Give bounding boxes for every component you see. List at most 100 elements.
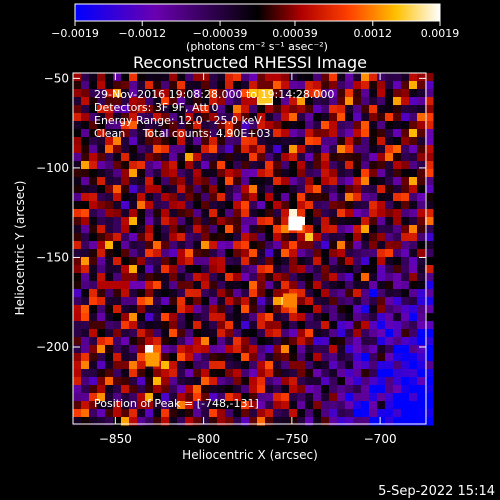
heatmap-cell bbox=[353, 409, 362, 418]
heatmap-cell bbox=[217, 105, 226, 114]
heatmap-cell bbox=[297, 377, 306, 386]
heatmap-cell bbox=[193, 401, 202, 410]
heatmap-cell bbox=[393, 233, 402, 242]
heatmap-cell bbox=[209, 417, 218, 426]
heatmap-cell bbox=[241, 161, 250, 170]
heatmap-cell bbox=[153, 209, 162, 218]
heatmap-cell bbox=[97, 329, 106, 338]
heatmap-cell bbox=[377, 305, 386, 314]
heatmap-cell bbox=[81, 209, 90, 218]
heatmap-cell bbox=[225, 81, 234, 90]
heatmap-cell bbox=[297, 233, 306, 242]
heatmap-cell bbox=[337, 105, 346, 114]
heatmap-cell bbox=[201, 89, 210, 98]
heatmap-cell bbox=[369, 353, 378, 362]
heatmap-cell bbox=[161, 73, 170, 82]
heatmap-cell bbox=[169, 385, 178, 394]
heatmap-cell bbox=[393, 369, 402, 378]
heatmap-cell bbox=[137, 129, 146, 138]
heatmap-cell bbox=[145, 297, 154, 306]
heatmap-cell bbox=[185, 281, 194, 290]
heatmap-cell bbox=[289, 305, 298, 314]
heatmap-cell bbox=[145, 369, 154, 378]
heatmap-cell bbox=[353, 201, 362, 210]
heatmap-cell bbox=[257, 113, 266, 122]
heatmap-cell bbox=[369, 177, 378, 186]
heatmap-cell bbox=[233, 345, 242, 354]
heatmap-cell bbox=[137, 201, 146, 210]
heatmap-cell bbox=[209, 73, 218, 82]
heatmap-cell bbox=[73, 329, 82, 338]
heatmap-cell bbox=[393, 289, 402, 298]
heatmap-cell bbox=[113, 257, 122, 266]
heatmap-cell bbox=[233, 105, 242, 114]
heatmap-cell bbox=[289, 161, 298, 170]
heatmap-cell bbox=[185, 249, 194, 258]
heatmap-cell bbox=[97, 361, 106, 370]
heatmap-cell bbox=[81, 289, 90, 298]
heatmap-cell bbox=[89, 169, 98, 178]
heatmap-cell bbox=[233, 385, 242, 394]
heatmap-cell bbox=[105, 345, 114, 354]
heatmap-cell bbox=[385, 153, 394, 162]
heatmap-cell bbox=[193, 377, 202, 386]
heatmap-cell bbox=[305, 289, 314, 298]
heatmap-cell bbox=[329, 401, 338, 410]
heatmap-cell bbox=[345, 129, 354, 138]
heatmap-cell bbox=[361, 409, 370, 418]
heatmap-cell bbox=[393, 321, 402, 330]
heatmap-cell bbox=[393, 297, 402, 306]
heatmap-cell bbox=[177, 297, 186, 306]
heatmap-cell bbox=[401, 385, 410, 394]
heatmap-cell bbox=[361, 169, 370, 178]
heatmap-cell bbox=[177, 249, 186, 258]
heatmap-cell bbox=[241, 417, 250, 426]
heatmap-cell bbox=[265, 137, 274, 146]
heatmap-cell bbox=[177, 417, 186, 426]
heatmap-cell bbox=[193, 305, 202, 314]
heatmap-cell bbox=[129, 185, 138, 194]
heatmap-cell bbox=[209, 201, 218, 210]
heatmap-cell bbox=[73, 185, 82, 194]
heatmap-cell bbox=[401, 417, 410, 426]
heatmap-cell bbox=[73, 81, 82, 90]
heatmap-cell bbox=[201, 161, 210, 170]
heatmap-cell bbox=[289, 201, 298, 210]
heatmap-cell bbox=[137, 249, 146, 258]
heatmap-cell bbox=[217, 401, 226, 410]
heatmap-cell bbox=[417, 81, 426, 90]
heatmap-cell bbox=[393, 225, 402, 234]
heatmap-cell bbox=[385, 201, 394, 210]
heatmap-cell bbox=[249, 369, 258, 378]
heatmap-cell bbox=[201, 321, 210, 330]
heatmap-cell bbox=[305, 361, 314, 370]
heatmap-cell bbox=[385, 297, 394, 306]
heatmap-cell bbox=[193, 289, 202, 298]
heatmap-cell bbox=[177, 345, 186, 354]
heatmap-cell bbox=[193, 73, 202, 82]
heatmap-cell bbox=[273, 177, 282, 186]
heatmap-cell bbox=[233, 129, 242, 138]
heatmap-cell bbox=[233, 401, 242, 410]
heatmap-cell bbox=[345, 305, 354, 314]
heatmap-cell bbox=[209, 361, 218, 370]
heatmap-cell bbox=[129, 257, 138, 266]
heatmap-cell bbox=[225, 233, 234, 242]
heatmap-cell bbox=[161, 273, 170, 282]
heatmap-cell bbox=[417, 345, 426, 354]
heatmap-cell bbox=[241, 321, 250, 330]
heatmap-cell bbox=[329, 289, 338, 298]
heatmap-cell bbox=[185, 393, 194, 402]
heatmap-cell bbox=[409, 233, 418, 242]
heatmap-cell bbox=[401, 113, 410, 122]
heatmap-cell bbox=[257, 249, 266, 258]
heatmap-cell bbox=[217, 249, 226, 258]
heatmap-cell bbox=[97, 233, 106, 242]
heatmap-cell bbox=[201, 145, 210, 154]
heatmap-cell bbox=[289, 193, 298, 202]
heatmap-cell bbox=[145, 393, 154, 402]
heatmap-cell bbox=[129, 409, 138, 418]
heatmap-cell bbox=[401, 393, 410, 402]
heatmap-cell bbox=[417, 417, 426, 426]
heatmap-cell bbox=[153, 153, 162, 162]
